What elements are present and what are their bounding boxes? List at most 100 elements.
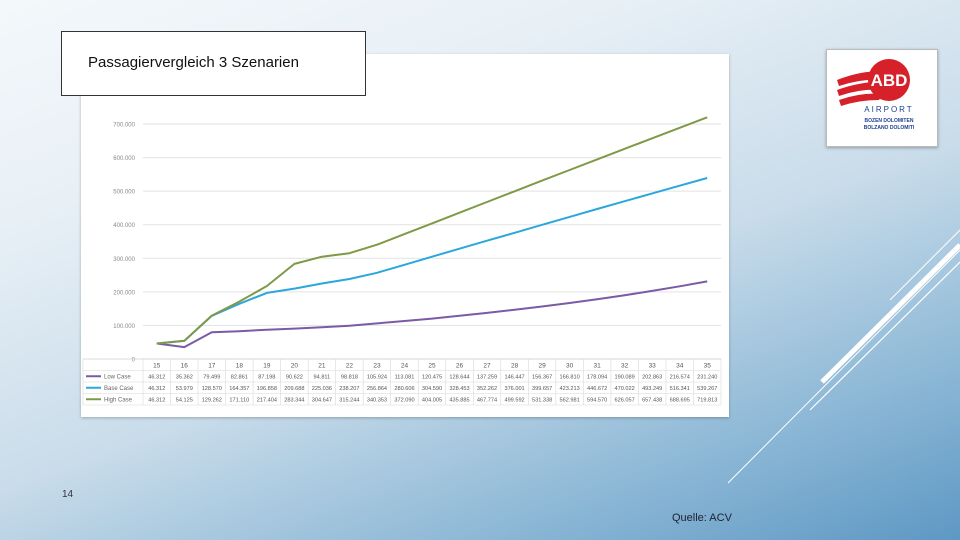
x-tick-label: 35	[704, 363, 712, 370]
x-tick-label: 34	[676, 363, 684, 370]
data-label: 113.081	[395, 375, 415, 381]
logo-line1: BOZEN DOLOMITEN	[865, 118, 914, 124]
data-label: 304.647	[312, 398, 332, 404]
data-label: 190.089	[615, 375, 635, 381]
data-label: 238.207	[339, 386, 359, 392]
data-label: 209.688	[284, 386, 304, 392]
data-label: 626.057	[615, 398, 635, 404]
data-label: 128.570	[202, 386, 222, 392]
data-label: 137.259	[477, 375, 497, 381]
y-tick-label: 400.000	[113, 223, 135, 229]
x-tick-label: 33	[649, 363, 657, 370]
y-tick-label: 100.000	[113, 324, 135, 330]
data-label: 446.672	[587, 386, 607, 392]
data-label: 340.353	[367, 398, 387, 404]
data-label: 499.592	[504, 398, 524, 404]
data-label: 376.001	[504, 386, 524, 392]
data-label: 657.438	[642, 398, 662, 404]
x-tick-label: 22	[346, 363, 354, 370]
data-label: 171.110	[229, 398, 249, 404]
y-tick-label: 700.000	[113, 123, 135, 129]
data-label: 128.644	[449, 375, 469, 381]
x-tick-label: 15	[153, 363, 161, 370]
data-label: 304.590	[422, 386, 442, 392]
x-tick-label: 30	[566, 363, 574, 370]
x-tick-label: 24	[401, 363, 409, 370]
y-tick-label: 200.000	[113, 290, 135, 296]
data-label: 202.863	[642, 375, 662, 381]
legend-label: High Case	[104, 398, 133, 404]
data-label: 688.695	[670, 398, 690, 404]
data-label: 87.198	[258, 375, 275, 381]
data-label: 196.858	[257, 386, 277, 392]
data-label: 231.240	[697, 375, 717, 381]
data-label: 225.036	[312, 386, 332, 392]
series-line-base-case	[156, 177, 708, 345]
data-label: 53.979	[176, 386, 193, 392]
data-label: 105.924	[367, 375, 387, 381]
data-label: 94.811	[314, 375, 331, 381]
data-label: 531.338	[532, 398, 552, 404]
airport-logo: ABD AIRPORT BOZEN DOLOMITEN BOLZANO DOLO…	[826, 49, 938, 147]
logo-brand: ABD	[871, 71, 908, 90]
x-tick-label: 32	[621, 363, 629, 370]
slide-title: Passagiervergleich 3 Szenarien	[88, 54, 299, 71]
data-label: 216.574	[670, 375, 690, 381]
x-tick-label: 21	[318, 363, 326, 370]
x-tick-label: 31	[594, 363, 602, 370]
data-label: 594.570	[587, 398, 607, 404]
data-label: 315.244	[339, 398, 359, 404]
data-label: 46.312	[148, 386, 165, 392]
data-label: 493.249	[642, 386, 662, 392]
logo-line2: BOLZANO DOLOMITI	[864, 125, 915, 131]
data-label: 283.344	[284, 398, 304, 404]
legend-label: Base Case	[104, 386, 134, 392]
data-label: 79.499	[203, 375, 220, 381]
page-number: 14	[62, 489, 74, 500]
x-tick-label: 17	[208, 363, 216, 370]
x-tick-label: 23	[373, 363, 381, 370]
x-tick-label: 16	[181, 363, 189, 370]
data-label: 435.885	[449, 398, 469, 404]
data-label: 156.367	[532, 375, 552, 381]
legend-label: Low Case	[104, 375, 131, 381]
passenger-chart: 0 100.000 200.000 300.000 400.000 500.000 600.…	[82, 116, 722, 406]
data-label: 516.341	[670, 386, 690, 392]
data-label: 129.262	[202, 398, 222, 404]
data-label: 217.404	[257, 398, 277, 404]
series-line-low-case	[156, 280, 708, 349]
y-tick-label: 300.000	[113, 257, 135, 263]
data-label: 166.810	[560, 375, 580, 381]
data-label: 470.022	[615, 386, 635, 392]
x-tick-label: 27	[483, 363, 491, 370]
x-tick-label: 18	[236, 363, 244, 370]
data-label: 146.447	[504, 375, 524, 381]
data-label: 54.125	[176, 398, 193, 404]
data-label: 352.262	[477, 386, 497, 392]
y-tick-label: 500.000	[113, 190, 135, 196]
data-label: 178.094	[587, 375, 607, 381]
x-tick-label: 20	[291, 363, 299, 370]
data-label: 372.090	[394, 398, 414, 404]
data-label: 423.213	[560, 386, 580, 392]
data-label: 164.357	[229, 386, 249, 392]
x-tick-label: 25	[428, 363, 436, 370]
data-label: 719.813	[697, 398, 717, 404]
y-tick-label: 0	[132, 358, 136, 364]
x-tick-label: 26	[456, 363, 464, 370]
data-label: 98.818	[341, 375, 358, 381]
data-label: 467.774	[477, 398, 497, 404]
data-label: 90.622	[286, 375, 303, 381]
series-line-high-case	[156, 116, 708, 345]
data-label: 399.657	[532, 386, 552, 392]
data-label: 46.312	[148, 398, 165, 404]
data-label: 46.312	[148, 375, 165, 381]
abd-logo-icon: ABD AIRPORT BOZEN DOLOMITEN BOLZANO DOLO…	[837, 59, 915, 131]
x-tick-label: 28	[511, 363, 519, 370]
x-tick-label: 29	[538, 363, 546, 370]
data-label: 280.606	[394, 386, 414, 392]
data-label: 562.981	[560, 398, 580, 404]
source-note: Quelle: ACV	[672, 512, 732, 524]
data-label: 328.453	[449, 386, 469, 392]
data-label: 120.475	[422, 375, 442, 381]
